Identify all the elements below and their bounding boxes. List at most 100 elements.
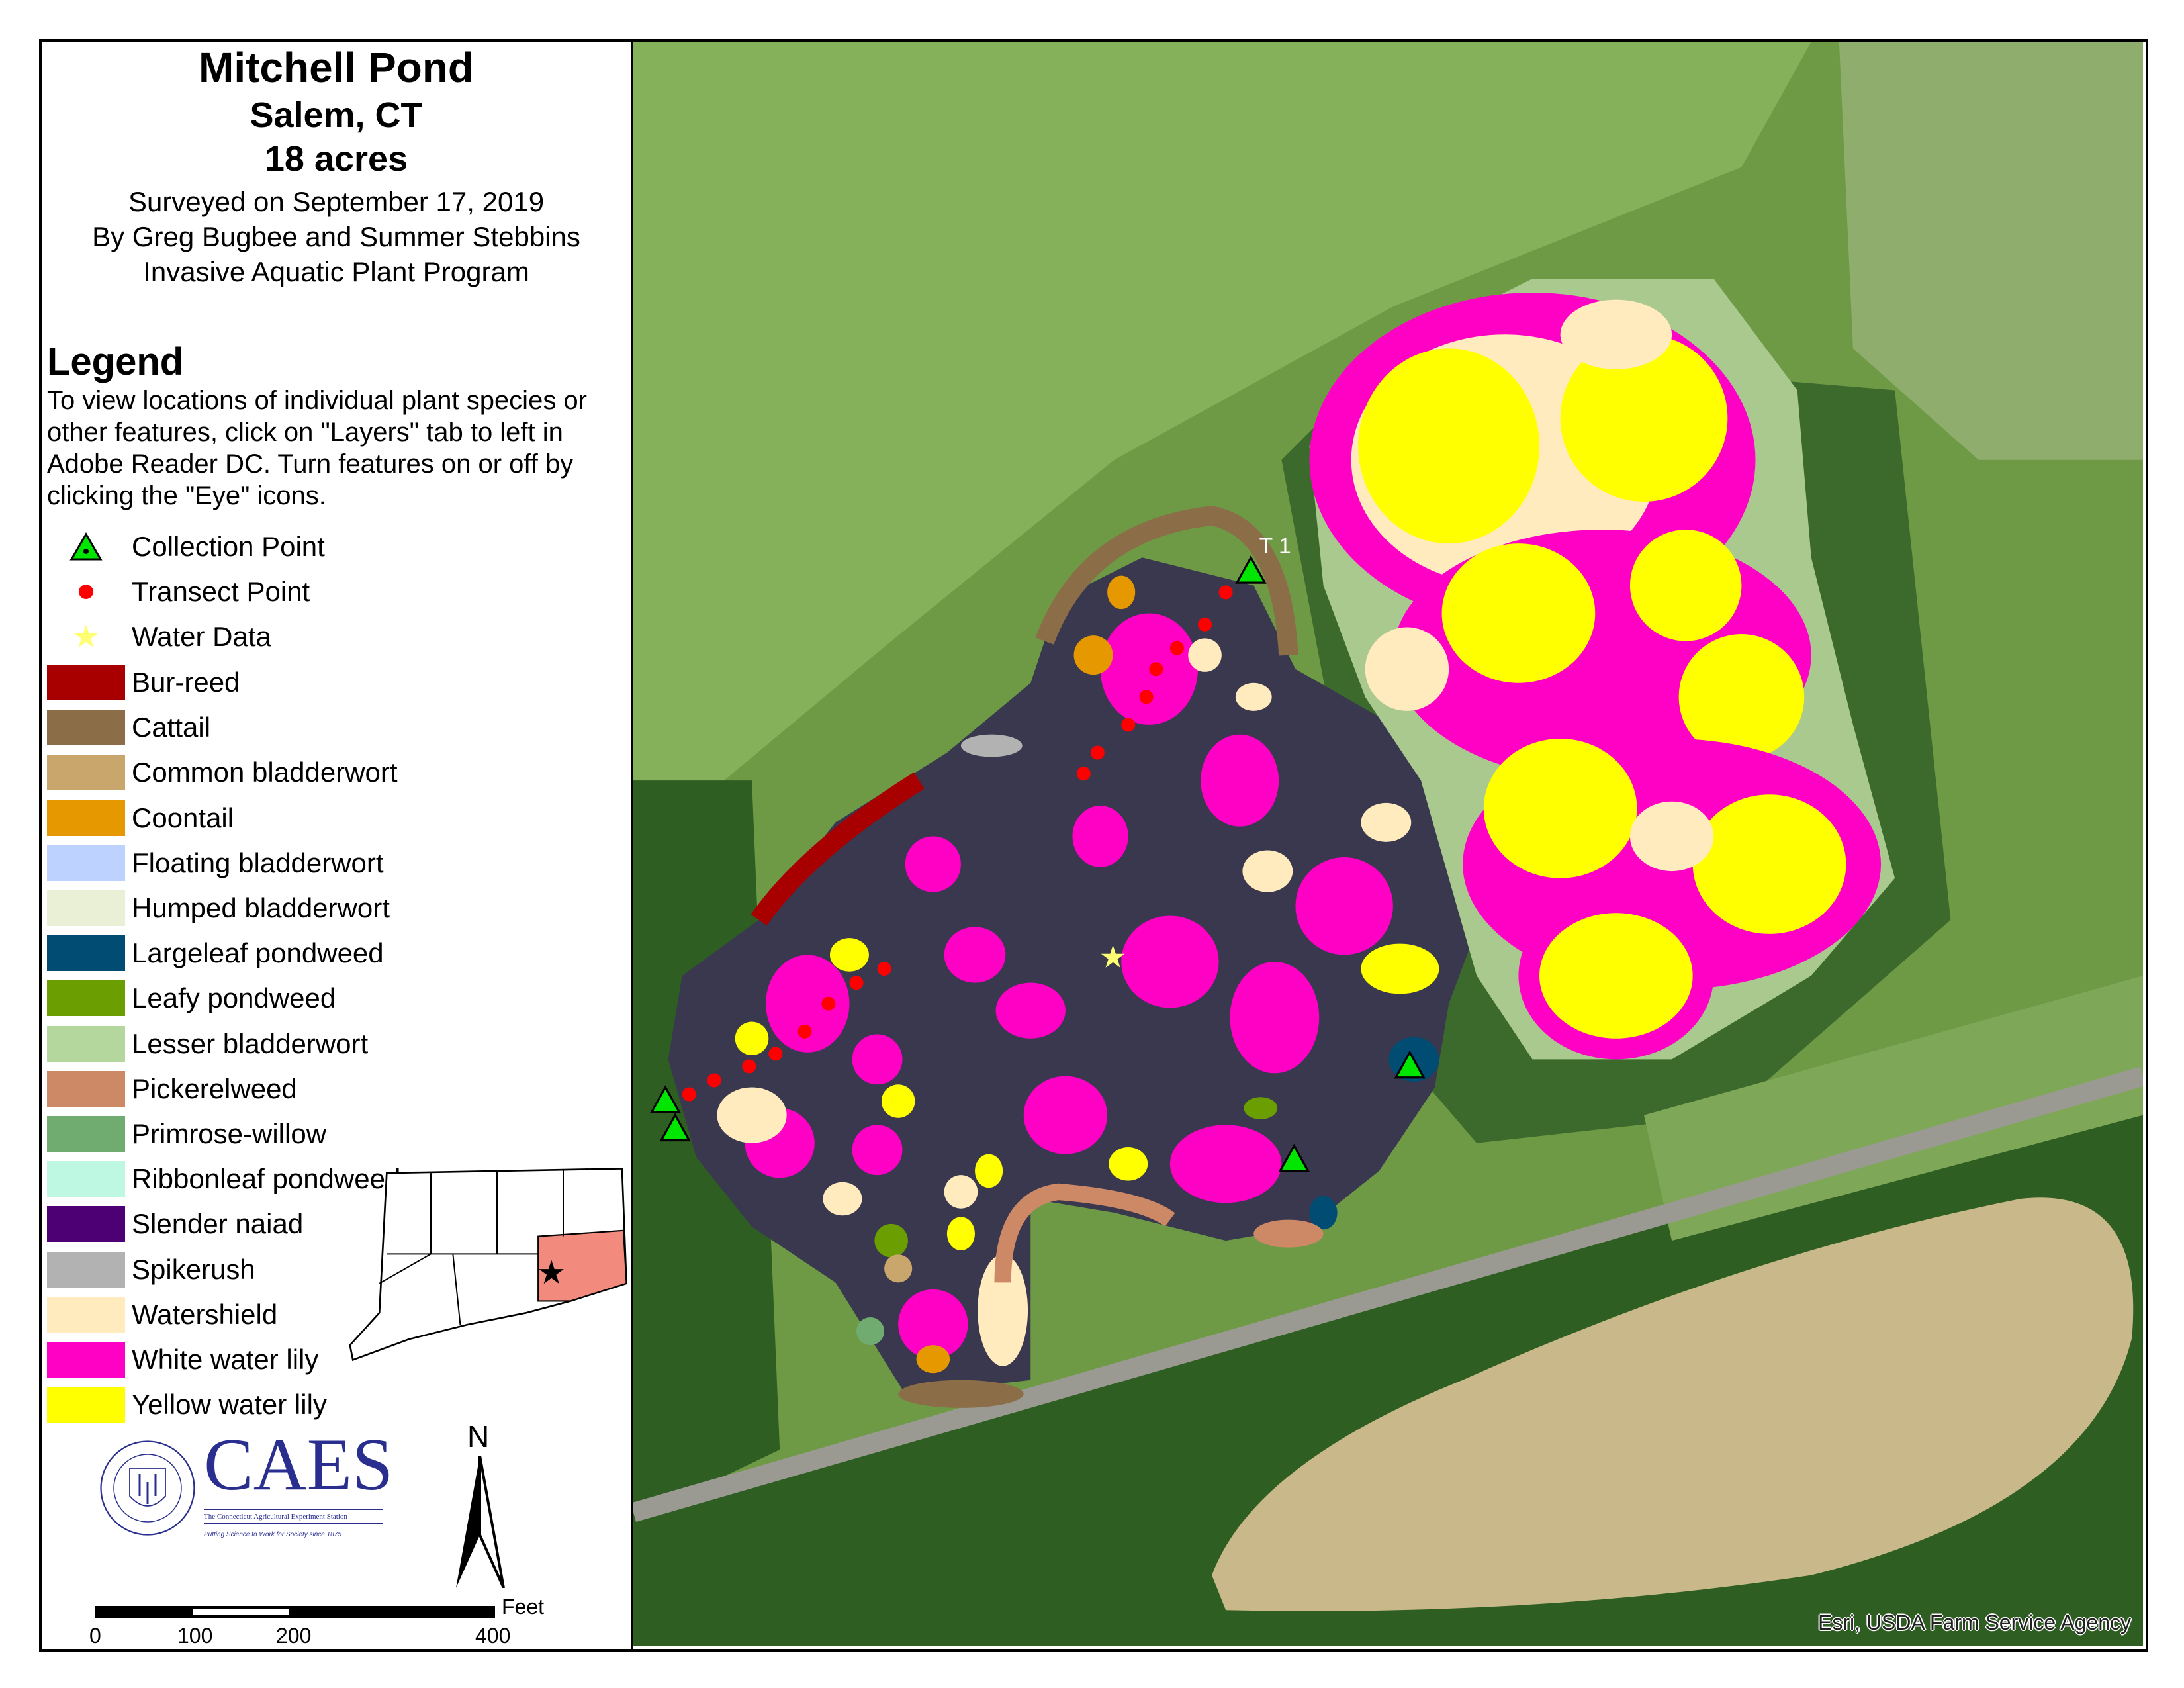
white-water-lily-patch	[1169, 1125, 1282, 1203]
transect-point[interactable]	[1139, 690, 1154, 704]
legend-swatch	[47, 1116, 125, 1152]
legend-item-leafy-pondweed: Leafy pondweed	[47, 980, 336, 1017]
transect-point-icon	[47, 574, 125, 610]
transect-point[interactable]	[1121, 718, 1136, 732]
scale-unit: Feet	[502, 1595, 545, 1618]
legend-label: Slender naiad	[132, 1208, 304, 1240]
collection-point[interactable]	[1235, 555, 1267, 584]
legend-label: White water lily	[132, 1344, 319, 1375]
white-water-lily-patch	[852, 1034, 903, 1085]
transect-point[interactable]	[1218, 585, 1233, 600]
watershield-patch	[1629, 801, 1714, 872]
watershield-patch	[717, 1087, 787, 1143]
scale-tick-400: 400	[475, 1624, 511, 1648]
scale-tick-200: 200	[276, 1624, 312, 1648]
legend-swatch	[47, 1387, 125, 1423]
legend-label: Yellow water lily	[132, 1389, 327, 1421]
white-water-lily-patch	[1295, 857, 1393, 955]
spikerush-patch	[960, 734, 1023, 757]
yellow-water-lily-patch	[881, 1084, 915, 1118]
legend-swatch	[47, 1161, 125, 1197]
program-name: Invasive Aquatic Plant Program	[143, 256, 529, 287]
legend-swatch	[47, 1025, 125, 1062]
yellow-water-lily-patch	[1629, 530, 1742, 641]
legend-item-collection-point: Collection Point	[47, 528, 325, 565]
surveyors: By Greg Bugbee and Summer Stebbins	[92, 221, 580, 252]
transect-point[interactable]	[797, 1024, 812, 1039]
white-water-lily-patch	[898, 1289, 968, 1360]
legend-label: Pickerelweed	[132, 1072, 297, 1104]
yellow-water-lily-patch	[1483, 738, 1637, 878]
legend-item-water-data: ★ Water Data	[47, 618, 271, 655]
legend-swatch	[47, 665, 125, 700]
yellow-water-lily-patch	[1358, 348, 1540, 544]
primrose-willow-patch	[856, 1317, 885, 1346]
bur-reed-fringe	[751, 772, 925, 926]
legend-item-pickerelweed: Pickerelweed	[47, 1070, 297, 1107]
water-data-star-icon: ★	[71, 620, 101, 655]
yellow-water-lily-patch	[1692, 794, 1846, 934]
legend-label: Collection Point	[132, 531, 325, 562]
collection-point[interactable]	[1278, 1143, 1310, 1172]
legend-swatch	[47, 1342, 125, 1378]
legend-label: Floating bladderwort	[132, 847, 384, 878]
leafy-pondweed-patch	[874, 1223, 908, 1258]
legend-item-coontail: Coontail	[47, 800, 234, 837]
aerial-map[interactable]: ★ T 1	[633, 42, 2143, 1646]
farm-field	[1839, 42, 2143, 460]
legend-item-cattail: Cattail	[47, 709, 210, 746]
pickerelweed-fringe	[994, 1183, 1175, 1283]
connecticut-inset-map: ★	[349, 1168, 627, 1362]
legend-swatch	[47, 710, 125, 746]
collection-point[interactable]	[1394, 1050, 1426, 1079]
transect-point[interactable]	[1198, 617, 1212, 632]
yellow-water-lily-patch	[946, 1217, 976, 1250]
hay-field	[1212, 1197, 2134, 1611]
map-frame	[39, 39, 2148, 1652]
pond-area: 18 acres	[264, 139, 408, 179]
white-water-lily-patch	[944, 927, 1006, 983]
pond-location-star-icon: ★	[537, 1255, 566, 1291]
yellow-water-lily-patch	[829, 938, 869, 972]
white-water-lily-patch	[995, 982, 1066, 1039]
transect-label: T 1	[1259, 534, 1291, 559]
legend-note: To view locations of individual plant sp…	[47, 386, 587, 510]
transect-point[interactable]	[821, 996, 836, 1011]
legend-item-slender-naiad: Slender naiad	[47, 1205, 303, 1243]
collection-point[interactable]	[649, 1085, 682, 1113]
collection-point[interactable]	[659, 1113, 691, 1142]
north-label: N	[467, 1419, 490, 1454]
legend-item-white-water-lily: White water lily	[47, 1341, 318, 1378]
legend-swatch	[47, 755, 125, 791]
legend-label: Coontail	[132, 802, 234, 833]
transect-point[interactable]	[768, 1047, 783, 1061]
pond-open-water	[668, 557, 1491, 1394]
cattail-patch	[898, 1380, 1024, 1408]
legend-item-floating-bladderwort: Floating bladderwort	[47, 845, 384, 882]
legend-label: Watershield	[132, 1298, 278, 1330]
transect-point[interactable]	[1090, 745, 1105, 760]
transect-point[interactable]	[742, 1059, 756, 1074]
legend-label: Ribbonleaf pondweed	[132, 1163, 401, 1195]
legend-swatch	[47, 890, 125, 926]
transect-point[interactable]	[1076, 767, 1091, 781]
pickerelweed-patch	[1253, 1219, 1324, 1248]
transect-point[interactable]	[707, 1073, 721, 1088]
scale-tick-100: 100	[177, 1624, 213, 1648]
water-data-star[interactable]: ★	[1099, 939, 1127, 974]
legend-label: Transect Point	[132, 576, 310, 607]
watershield-patch	[1188, 638, 1222, 672]
transect-point[interactable]	[849, 976, 864, 990]
transect-point[interactable]	[682, 1087, 696, 1102]
legend-label: Spikerush	[132, 1253, 255, 1285]
transect-point[interactable]	[877, 961, 891, 976]
watershield-patch	[1235, 682, 1272, 711]
legend-swatch	[47, 1296, 125, 1333]
legend-panel: Mitchell Pond Salem, CT 18 acres Surveye…	[42, 42, 633, 1649]
transect-point[interactable]	[1149, 662, 1163, 677]
legend-label: Largeleaf pondweed	[132, 937, 384, 969]
transect-point[interactable]	[1169, 641, 1184, 655]
watershield-patch	[978, 1254, 1028, 1366]
yellow-water-lily-patch	[1560, 334, 1728, 502]
legend-item-spikerush: Spikerush	[47, 1251, 255, 1288]
